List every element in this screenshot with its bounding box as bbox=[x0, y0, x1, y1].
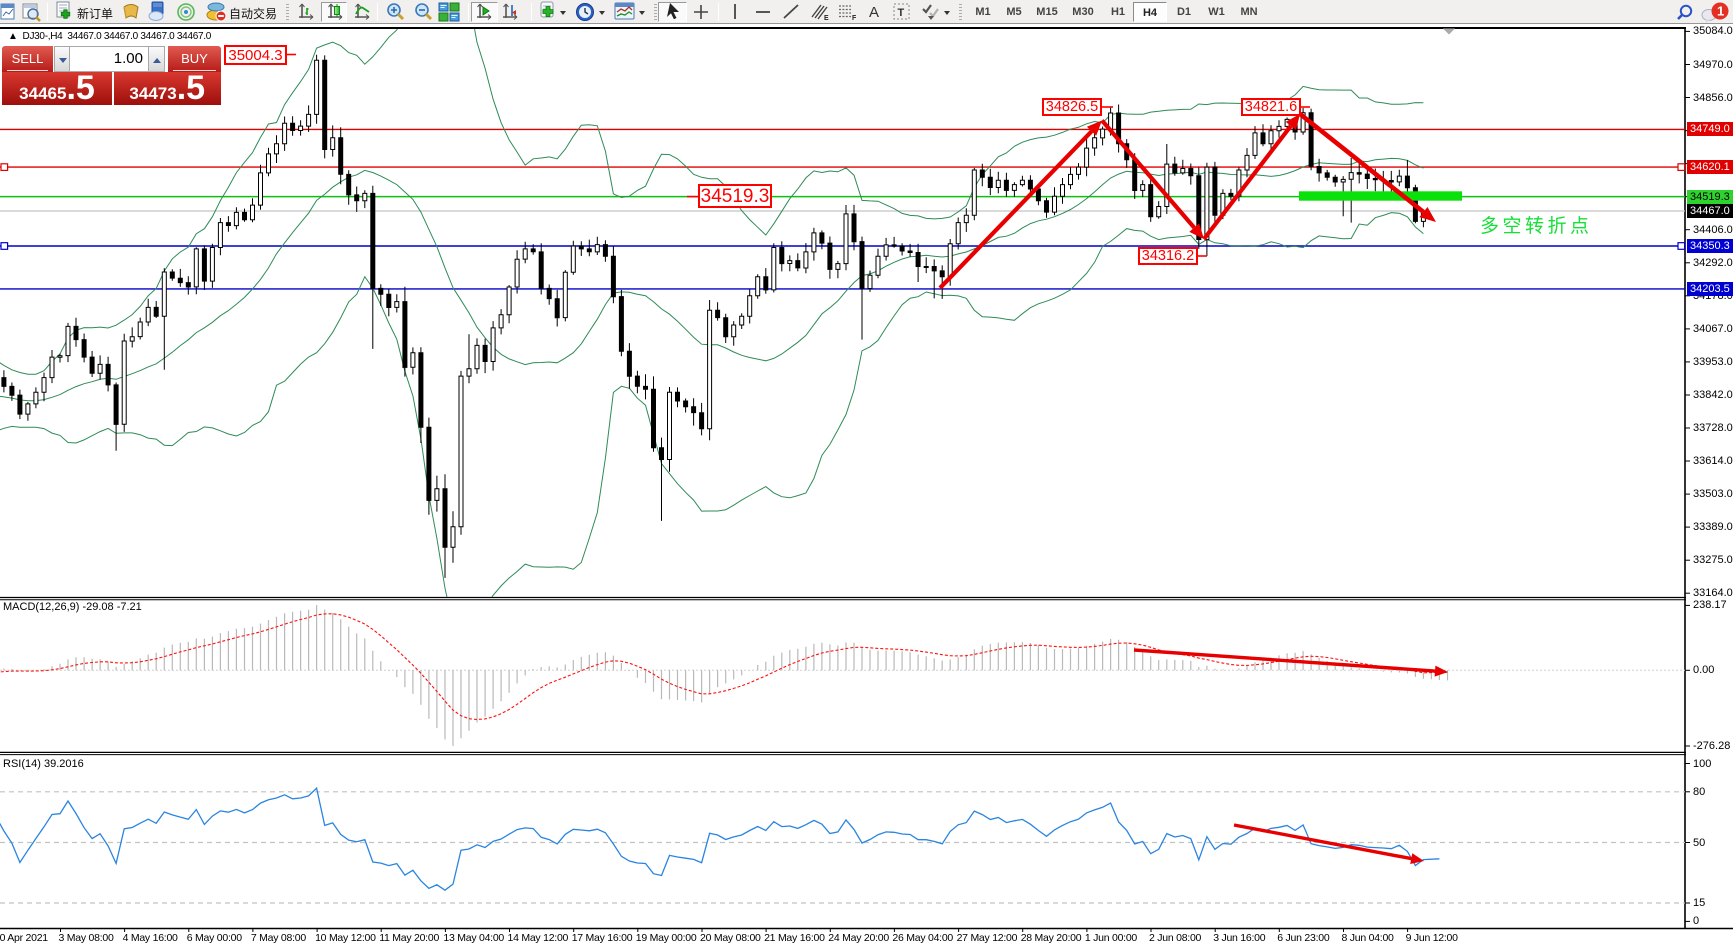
svg-text:E: E bbox=[824, 15, 829, 22]
svg-text:T: T bbox=[898, 7, 905, 19]
svg-text:A: A bbox=[869, 4, 879, 21]
svg-text:1: 1 bbox=[1717, 4, 1724, 19]
svg-text:F: F bbox=[852, 15, 857, 22]
